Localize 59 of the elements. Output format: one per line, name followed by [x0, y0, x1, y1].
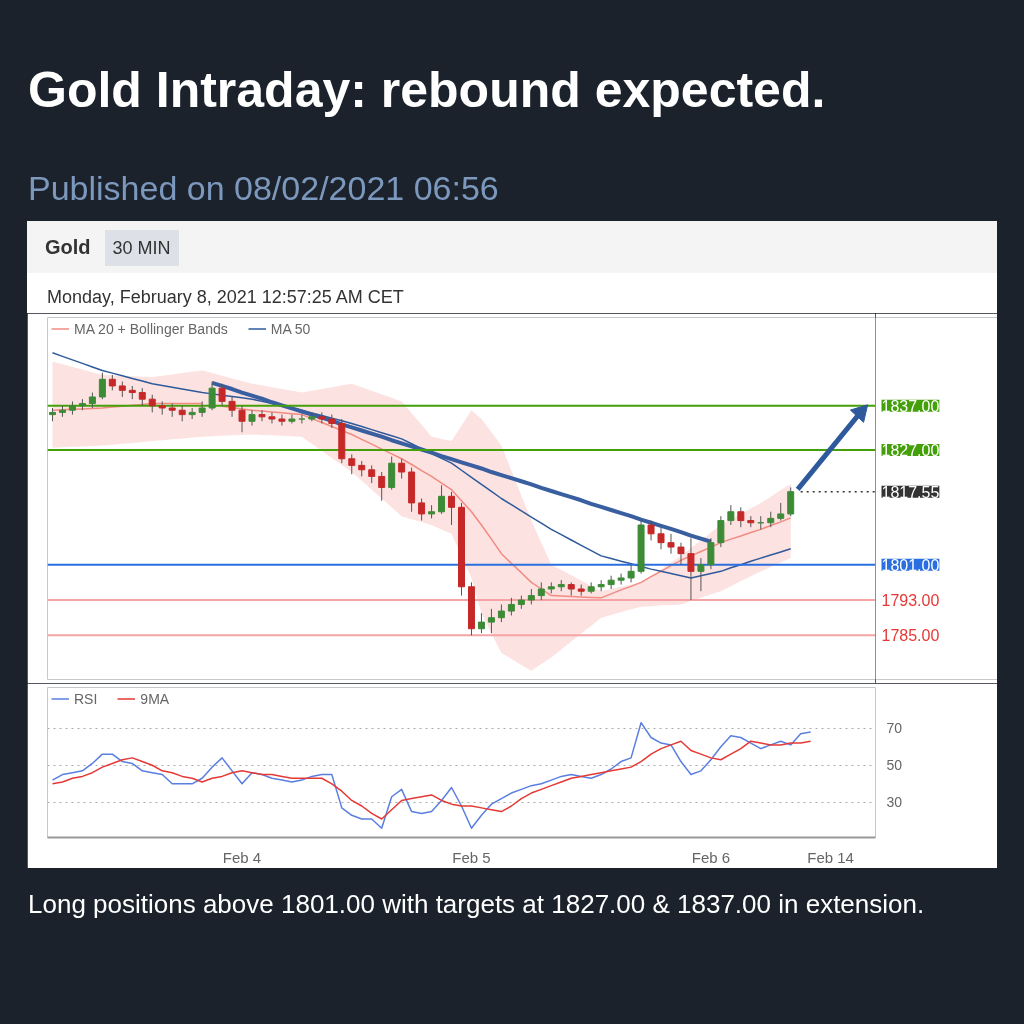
- x-tick-label: Feb 14: [807, 848, 854, 866]
- line-series: [51, 740, 812, 820]
- x-tick-label: Feb 4: [222, 848, 262, 866]
- candlestick: [308, 411, 316, 422]
- y-tick-label: 70: [886, 720, 903, 737]
- text: Long positions above 1801.00 with targets at 1827.00 & 1837.00 in extension.: [28, 888, 925, 921]
- candlestick: [667, 533, 675, 555]
- text: Monday, February 8, 2021 12:57:25 AM CET: [47, 286, 404, 309]
- candlestick: [218, 383, 226, 407]
- candlestick: [607, 575, 615, 590]
- candlestick: [228, 396, 236, 418]
- candlestick: [627, 564, 635, 583]
- candlestick: [727, 504, 735, 526]
- candlestick: [438, 484, 446, 515]
- x-tick-label: Feb 5: [452, 848, 491, 866]
- candlestick: [477, 612, 485, 634]
- candlestick: [697, 557, 705, 592]
- ref-line-label: 1793.00: [881, 592, 940, 610]
- candlestick: [657, 526, 665, 550]
- candlestick: [448, 491, 456, 526]
- chart-subtitle: Published on 08/02/2021 06:56: [28, 168, 499, 210]
- candlestick: [268, 411, 276, 424]
- ref-line-label: 1827.00: [881, 441, 940, 459]
- y-tick-label: 50: [886, 757, 903, 774]
- legend-label: MA 20 + Bollinger Bands: [74, 320, 228, 337]
- ref-line-label: 1837.00: [881, 397, 940, 415]
- candlestick: [707, 537, 715, 570]
- ref-line-label: 1785.00: [881, 627, 940, 645]
- legend-label: 9MA: [140, 690, 170, 707]
- x-tick-label: Feb 6: [691, 848, 731, 866]
- candlestick: [647, 520, 655, 541]
- candlestick: [198, 400, 206, 418]
- legend-label: MA 50: [270, 320, 311, 337]
- line-series: [51, 721, 812, 829]
- candlestick: [98, 372, 106, 400]
- candlestick: [258, 409, 266, 422]
- candlestick: [418, 497, 426, 522]
- ref-line-label: 1817.55: [881, 483, 940, 501]
- ref-line-label: 1801.00: [881, 556, 940, 574]
- candlestick: [278, 414, 286, 427]
- candlestick: [717, 515, 725, 548]
- candlestick: [737, 506, 745, 528]
- candlestick: [238, 405, 246, 433]
- candlestick: [677, 542, 685, 566]
- candlestick: [487, 608, 495, 634]
- candlestick: [617, 573, 625, 586]
- candlestick: [378, 471, 386, 502]
- y-tick-label: 30: [886, 794, 903, 811]
- text: 30 MIN: [104, 229, 179, 266]
- candlestick: [208, 381, 216, 411]
- text: Gold: [45, 235, 91, 258]
- chart-title: Gold Intraday: rebound expected.: [28, 61, 826, 120]
- candlestick: [348, 453, 356, 475]
- legend-label: RSI: [74, 690, 98, 707]
- candlestick: [248, 409, 256, 427]
- candlestick: [787, 486, 795, 517]
- candlestick: [687, 537, 695, 601]
- candlestick: [298, 414, 306, 424]
- candlestick: [398, 458, 406, 480]
